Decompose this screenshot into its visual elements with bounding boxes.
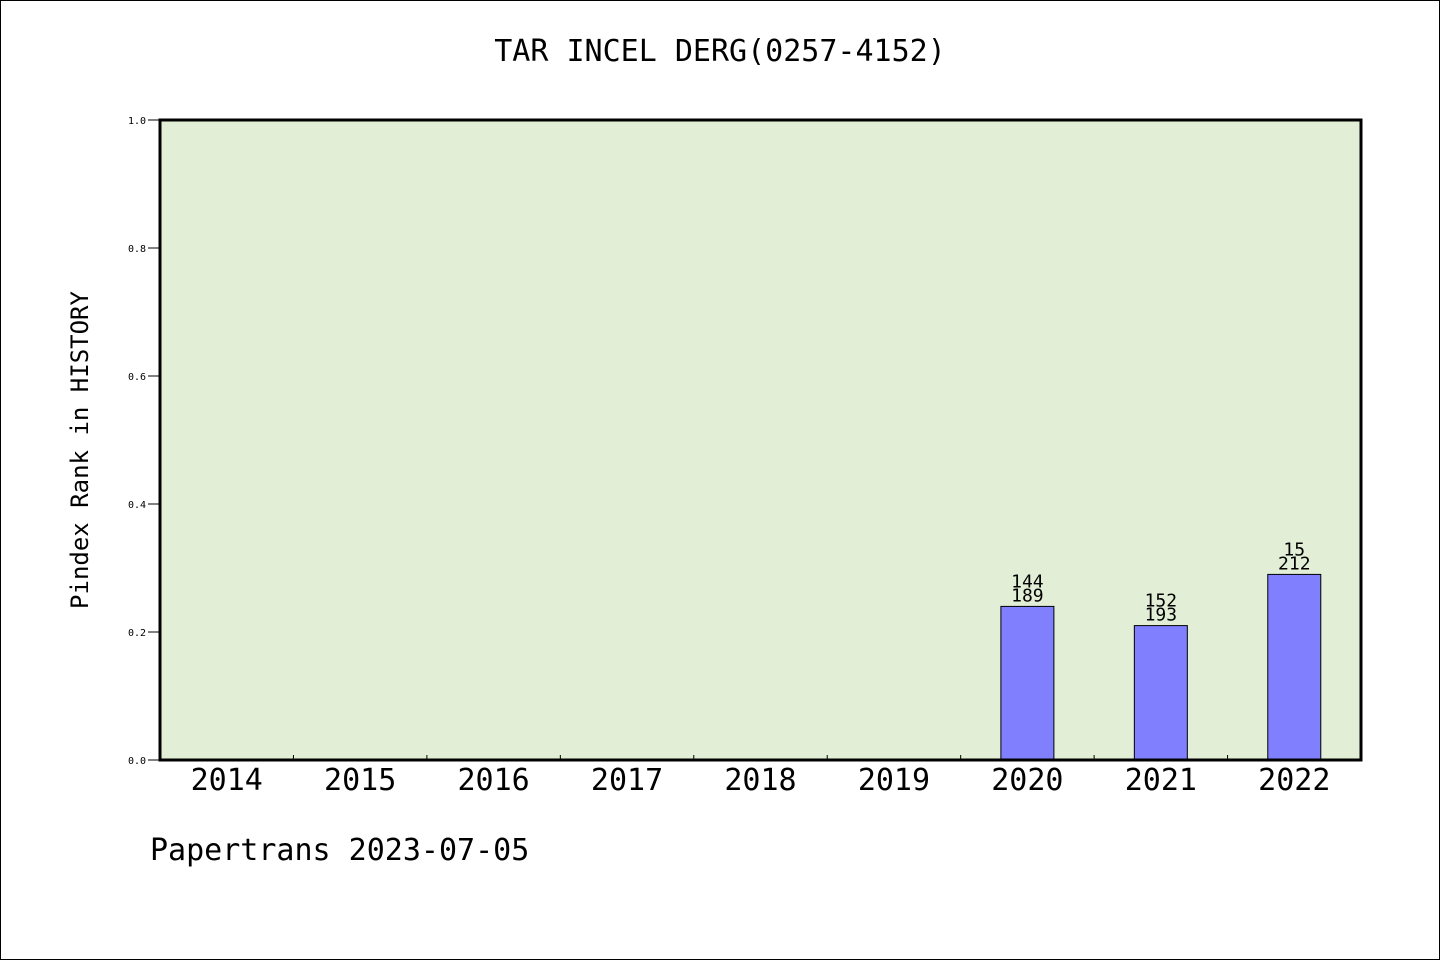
- x-tick-label: 2014: [191, 763, 263, 798]
- y-tick-label: 0.4: [128, 500, 146, 511]
- bar-label-bottom: 189: [1011, 585, 1044, 606]
- bar-2020: [1000, 605, 1055, 761]
- plot-border: [158, 118, 1363, 762]
- chart-title: TAR INCEL DERG(0257-4152): [494, 34, 946, 69]
- x-tick-label: 2018: [724, 763, 796, 798]
- x-tick-label: 2016: [457, 763, 529, 798]
- bar-2022: [1267, 573, 1322, 761]
- x-tick-label: 2015: [324, 763, 396, 798]
- y-tick-label: 0.2: [128, 628, 146, 639]
- y-tick-label: 0.0: [128, 756, 146, 767]
- y-tick-label: 1.0: [128, 116, 146, 127]
- bar-label-top: 144: [1011, 571, 1044, 592]
- y-tick-label: 0.8: [128, 244, 146, 255]
- footer-text: Papertrans 2023-07-05: [150, 833, 530, 868]
- bar-label-top: 152: [1145, 591, 1178, 612]
- x-tick-label: 2021: [1125, 763, 1197, 798]
- bar-label-bottom: 193: [1145, 605, 1178, 626]
- x-tick-label: 2019: [858, 763, 930, 798]
- bar-label-top: 15: [1283, 539, 1305, 560]
- y-tick-label: 0.6: [128, 372, 146, 383]
- bar-2021: [1133, 625, 1188, 761]
- bar-label-bottom: 212: [1278, 553, 1311, 574]
- x-tick-label: 2020: [991, 763, 1063, 798]
- x-tick-label: 2017: [591, 763, 663, 798]
- x-tick-label: 2022: [1258, 763, 1330, 798]
